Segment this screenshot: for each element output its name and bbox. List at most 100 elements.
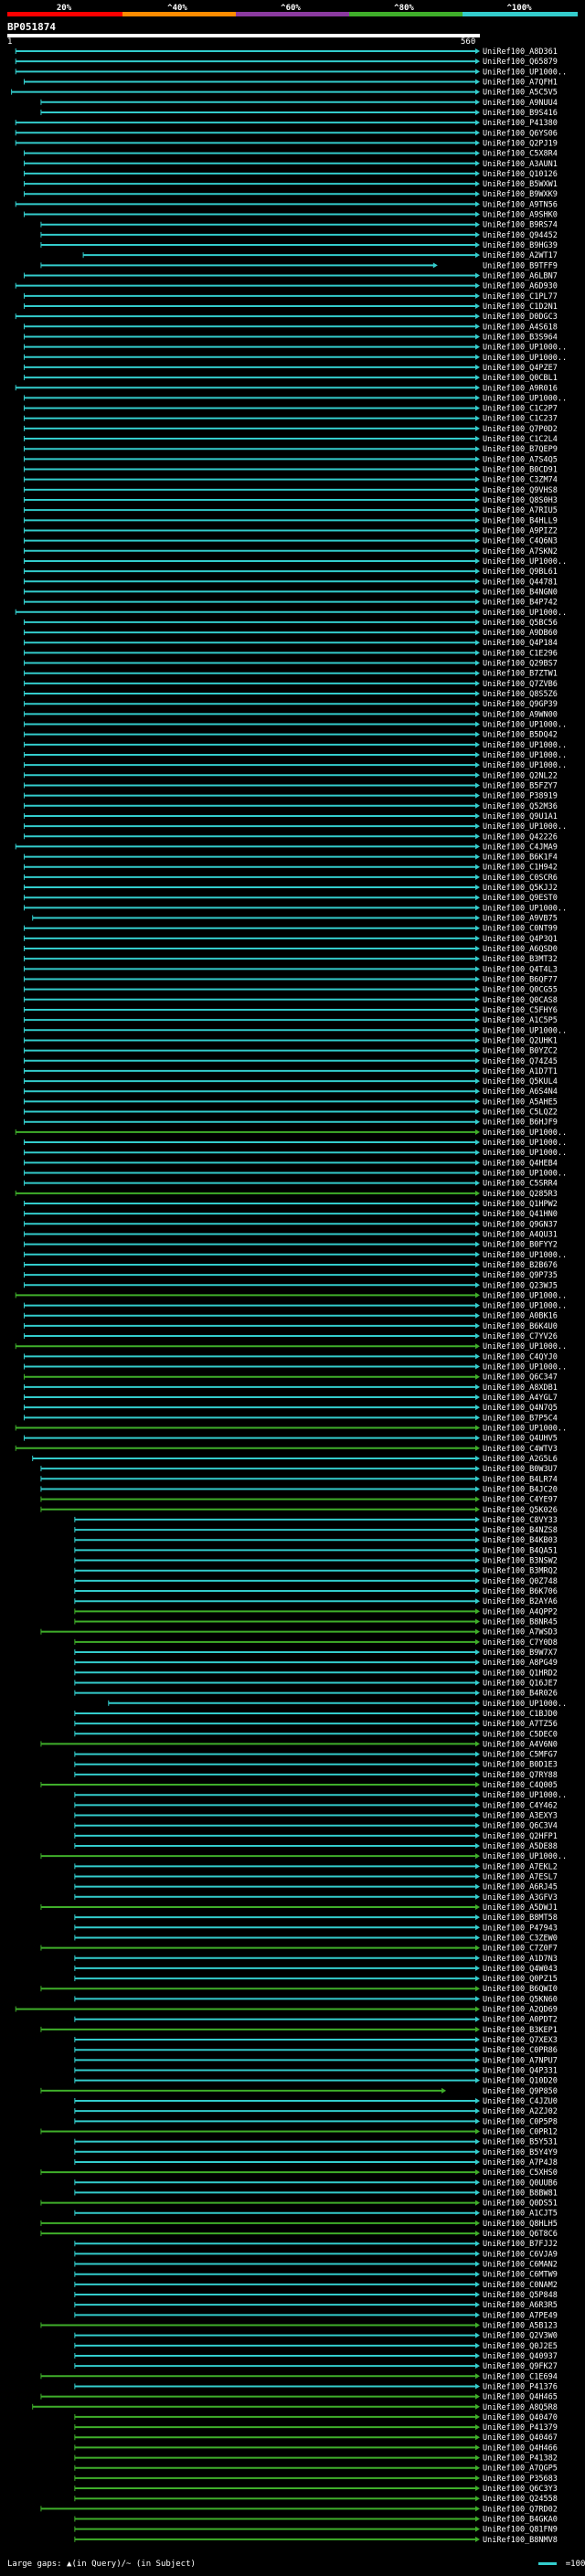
hit-label[interactable]: UniRef100_C8VY33 [483, 1516, 558, 1525]
hit-row[interactable]: UniRef100_A7QGP5 [74, 2465, 558, 2474]
hit-label[interactable]: UniRef100_C4QYJ0 [483, 1352, 558, 1362]
hit-row[interactable]: UniRef100_Q52M36 [23, 802, 558, 811]
hit-row[interactable]: UniRef100_C0PR86 [74, 2046, 558, 2055]
hit-row[interactable]: UniRef100_B4P742 [23, 599, 558, 608]
hit-row[interactable]: UniRef100_A9R016 [15, 384, 558, 393]
hit-label[interactable]: UniRef100_P35683 [483, 2475, 558, 2484]
hit-row[interactable]: UniRef100_A5DE88 [74, 1842, 558, 1851]
hit-row[interactable]: UniRef100_Q285R3 [15, 1190, 558, 1199]
hit-label[interactable]: UniRef100_A6LBN7 [483, 272, 558, 281]
hit-row[interactable]: UniRef100_A6R3R5 [74, 2301, 558, 2310]
hit-row[interactable]: UniRef100_B9S416 [40, 109, 558, 118]
hit-label[interactable]: UniRef100_C4WTV3 [483, 1445, 558, 1454]
hit-label[interactable]: UniRef100_B8MT58 [483, 1913, 558, 1923]
hit-row[interactable]: UniRef100_B6K4U0 [23, 1322, 558, 1331]
hit-label[interactable]: UniRef100_Q40467 [483, 2433, 558, 2443]
hit-row[interactable]: UniRef100_A6S4N4 [23, 1087, 558, 1097]
hit-row[interactable]: UniRef100_UP1000.. [15, 1291, 567, 1300]
hit-row[interactable]: UniRef100_A7SKN2 [23, 547, 558, 557]
hit-row[interactable]: UniRef100_Q29BS7 [23, 660, 558, 669]
hit-row[interactable]: UniRef100_Q0DS51 [40, 2200, 558, 2209]
hit-label[interactable]: UniRef100_Q5KUL4 [483, 1077, 558, 1087]
hit-label[interactable]: UniRef100_A5B123 [483, 2321, 558, 2330]
hit-row[interactable]: UniRef100_P41376 [74, 2382, 558, 2391]
hit-label[interactable]: UniRef100_B3KEP1 [483, 2026, 558, 2035]
hit-row[interactable]: UniRef100_A8PG49 [74, 1659, 558, 1668]
hit-row[interactable]: UniRef100_C0NT99 [23, 925, 558, 934]
hit-label[interactable]: UniRef100_C3ZM74 [483, 476, 558, 485]
hit-label[interactable]: UniRef100_C1E694 [483, 2372, 558, 2381]
hit-label[interactable]: UniRef100_A7WSD3 [483, 1628, 558, 1638]
hit-label[interactable]: UniRef100_B4NGN0 [483, 588, 558, 597]
hit-row[interactable]: UniRef100_C5FHY6 [23, 1006, 558, 1015]
hit-label[interactable]: UniRef100_C4Q005 [483, 1781, 558, 1790]
hit-label[interactable]: UniRef100_UP1000.. [483, 1291, 567, 1300]
hit-row[interactable]: UniRef100_UP1000.. [15, 1129, 567, 1138]
hit-row[interactable]: UniRef100_A2QD69 [15, 2006, 558, 2015]
hit-row[interactable]: UniRef100_B5Y531 [74, 2138, 558, 2147]
hit-row[interactable]: UniRef100_B6HJF9 [23, 1118, 558, 1128]
hit-label[interactable]: UniRef100_UP1000.. [483, 1026, 567, 1035]
hit-row[interactable]: UniRef100_C0NAM2 [74, 2281, 558, 2290]
hit-label[interactable]: UniRef100_A0BK16 [483, 1312, 558, 1321]
hit-label[interactable]: UniRef100_Q0CG55 [483, 986, 558, 995]
hit-label[interactable]: UniRef100_B9WXK9 [483, 190, 558, 199]
hit-label[interactable]: UniRef100_A6QSD0 [483, 945, 558, 954]
hit-label[interactable]: UniRef100_B9HG39 [483, 241, 558, 250]
hit-row[interactable]: UniRef100_Q10126 [23, 170, 558, 179]
hit-row[interactable]: UniRef100_UP1000.. [23, 557, 567, 567]
hit-label[interactable]: UniRef100_UP1000.. [483, 557, 567, 567]
hit-label[interactable]: UniRef100_A7P4J8 [483, 2158, 558, 2168]
hit-row[interactable]: UniRef100_Q5P848 [74, 2291, 558, 2300]
hit-label[interactable]: UniRef100_Q9P735 [483, 1271, 558, 1280]
hit-label[interactable]: UniRef100_A3EXY3 [483, 1812, 558, 1821]
hit-label[interactable]: UniRef100_A9DB60 [483, 629, 558, 638]
hit-label[interactable]: UniRef100_UP1000.. [483, 394, 567, 403]
hit-row[interactable]: UniRef100_A4S618 [23, 323, 558, 332]
hit-row[interactable]: UniRef100_C1C237 [23, 415, 558, 424]
hit-row[interactable]: UniRef100_C1PL77 [23, 292, 558, 302]
hit-label[interactable]: UniRef100_B8NR45 [483, 1618, 558, 1627]
hit-row[interactable]: UniRef100_C6MTW9 [74, 2271, 558, 2280]
hit-label[interactable]: UniRef100_Q4UHV5 [483, 1435, 558, 1444]
hit-row[interactable]: UniRef100_B3NSW2 [74, 1557, 558, 1566]
hit-label[interactable]: UniRef100_Q2HFP1 [483, 1832, 558, 1841]
hit-row[interactable]: UniRef100_Q44781 [23, 578, 558, 587]
hit-label[interactable]: UniRef100_UP1000.. [483, 1852, 567, 1861]
hit-label[interactable]: UniRef100_B3S964 [483, 333, 558, 342]
hit-label[interactable]: UniRef100_B9S416 [483, 109, 558, 118]
hit-row[interactable]: UniRef100_C1D2N1 [23, 302, 558, 312]
hit-row[interactable]: UniRef100_Q9GN37 [23, 1220, 558, 1229]
hit-row[interactable]: UniRef100_A9PIZ2 [23, 526, 558, 535]
hit-row[interactable]: UniRef100_B9HG39 [40, 241, 558, 250]
hit-row[interactable]: UniRef100_Q74Z45 [23, 1057, 558, 1066]
hit-label[interactable]: UniRef100_B6K1F4 [483, 853, 558, 863]
hit-row[interactable]: UniRef100_A8D361 [15, 48, 558, 57]
hit-row[interactable]: UniRef100_A4V6N0 [40, 1740, 558, 1749]
hit-row[interactable]: UniRef100_A7QFH1 [23, 78, 558, 87]
hit-row[interactable]: UniRef100_C6VJA9 [74, 2250, 558, 2259]
hit-label[interactable]: UniRef100_B7FJJ2 [483, 2240, 558, 2249]
hit-row[interactable]: UniRef100_A6LBN7 [23, 272, 558, 281]
hit-row[interactable]: UniRef100_Q0CG55 [23, 986, 558, 995]
hit-row[interactable]: UniRef100_Q2HFP1 [74, 1832, 558, 1841]
hit-row[interactable]: UniRef100_C4Q005 [40, 1781, 558, 1790]
hit-row[interactable]: UniRef100_A9WN00 [23, 710, 558, 719]
hit-row[interactable]: UniRef100_C5X8R4 [23, 150, 558, 159]
hit-row[interactable]: UniRef100_C4JZU0 [74, 2097, 558, 2106]
hit-label[interactable]: UniRef100_B8NMV8 [483, 2536, 558, 2545]
hit-row[interactable]: UniRef100_B3S964 [23, 333, 558, 342]
hit-label[interactable]: UniRef100_Q1HRD2 [483, 1669, 558, 1678]
hit-row[interactable]: UniRef100_C0PR12 [40, 2127, 558, 2136]
hit-label[interactable]: UniRef100_B4JC20 [483, 1485, 558, 1494]
hit-label[interactable]: UniRef100_UP1000.. [483, 904, 567, 913]
hit-label[interactable]: UniRef100_Q2NL22 [483, 771, 558, 780]
hit-row[interactable]: UniRef100_Q0Z748 [74, 1577, 558, 1586]
hit-label[interactable]: UniRef100_A7RIU5 [483, 506, 558, 515]
hit-label[interactable]: UniRef100_Q94452 [483, 231, 558, 240]
hit-row[interactable]: UniRef100_B4NZS8 [74, 1526, 558, 1535]
hit-label[interactable]: UniRef100_A1CJT5 [483, 2210, 558, 2219]
hit-label[interactable]: UniRef100_C1C2P7 [483, 405, 558, 414]
hit-row[interactable]: UniRef100_Q5KJJ2 [23, 884, 558, 893]
hit-row[interactable]: UniRef100_Q8S5Z6 [23, 690, 558, 699]
